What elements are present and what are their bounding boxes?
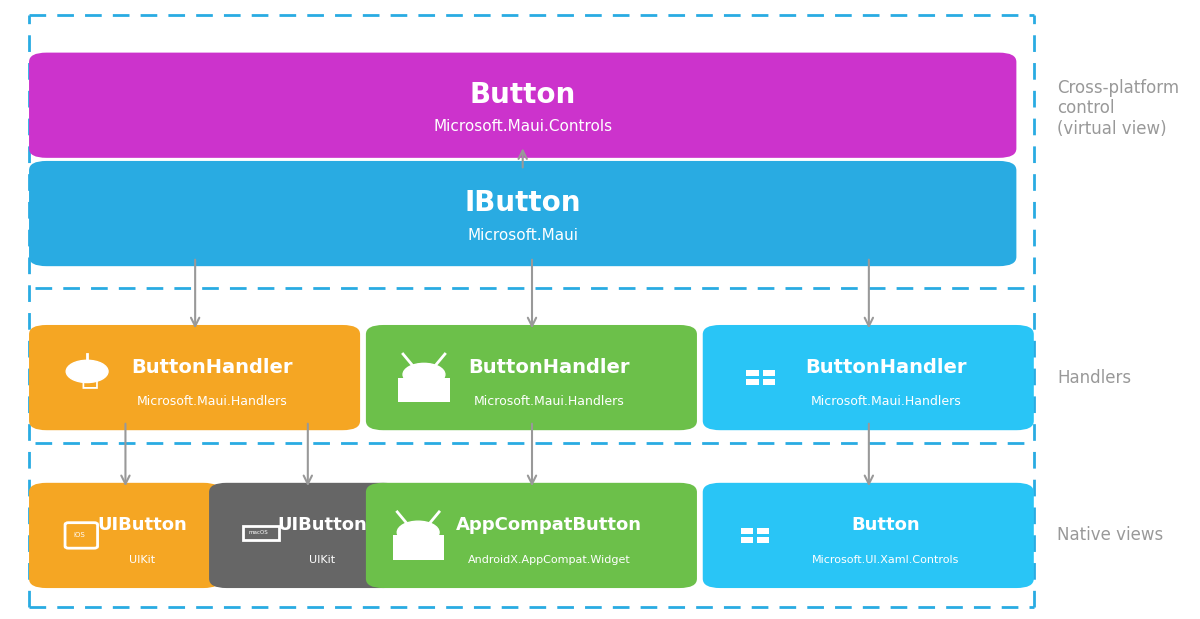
Text: ButtonHandler: ButtonHandler <box>468 358 630 377</box>
Circle shape <box>397 521 439 543</box>
Text: Microsoft.UI.Xaml.Controls: Microsoft.UI.Xaml.Controls <box>812 555 959 565</box>
FancyBboxPatch shape <box>47 62 998 149</box>
Text: Cross-platform
control
(virtual view): Cross-platform control (virtual view) <box>1057 79 1180 138</box>
Text: Button: Button <box>469 81 576 109</box>
FancyBboxPatch shape <box>703 483 1034 588</box>
FancyBboxPatch shape <box>366 483 697 588</box>
Text: Handlers: Handlers <box>1057 368 1132 387</box>
Bar <box>757 528 769 534</box>
FancyBboxPatch shape <box>366 325 697 430</box>
FancyBboxPatch shape <box>209 483 401 588</box>
Circle shape <box>66 360 108 383</box>
FancyBboxPatch shape <box>227 492 383 579</box>
FancyBboxPatch shape <box>47 492 203 579</box>
Bar <box>392 535 444 560</box>
Text: UIButton: UIButton <box>277 516 367 534</box>
FancyBboxPatch shape <box>29 161 1016 266</box>
Text: Button: Button <box>851 516 920 534</box>
Text: macOS: macOS <box>248 530 269 535</box>
Text: Microsoft.Maui.Handlers: Microsoft.Maui.Handlers <box>810 396 961 409</box>
Bar <box>757 537 769 543</box>
Text: ButtonHandler: ButtonHandler <box>131 358 293 377</box>
FancyBboxPatch shape <box>720 334 1016 421</box>
FancyBboxPatch shape <box>720 492 1016 579</box>
Text: ButtonHandler: ButtonHandler <box>805 358 966 377</box>
Text: AppCompatButton: AppCompatButton <box>456 516 642 534</box>
Text: AndroidX.AppCompat.Widget: AndroidX.AppCompat.Widget <box>468 555 630 565</box>
Bar <box>763 370 775 376</box>
Text: UIKit: UIKit <box>130 555 155 565</box>
Text: Microsoft.Maui.Handlers: Microsoft.Maui.Handlers <box>137 396 287 409</box>
Bar <box>740 528 752 534</box>
FancyBboxPatch shape <box>29 325 360 430</box>
FancyBboxPatch shape <box>47 170 998 257</box>
Text: Microsoft.Maui.Controls: Microsoft.Maui.Controls <box>433 119 612 134</box>
FancyBboxPatch shape <box>29 483 221 588</box>
Bar <box>398 378 450 402</box>
FancyBboxPatch shape <box>383 334 679 421</box>
FancyBboxPatch shape <box>29 53 1016 158</box>
Bar <box>763 379 775 385</box>
Bar <box>746 370 758 376</box>
Bar <box>740 537 752 543</box>
FancyBboxPatch shape <box>47 334 343 421</box>
Text: Microsoft.Maui.Handlers: Microsoft.Maui.Handlers <box>474 396 624 409</box>
FancyBboxPatch shape <box>703 325 1034 430</box>
Text: UIButton: UIButton <box>97 516 187 534</box>
Text: IButton: IButton <box>464 189 581 217</box>
Text: Native views: Native views <box>1057 526 1163 545</box>
Text: UIKit: UIKit <box>310 555 335 565</box>
Bar <box>244 526 280 540</box>
Text: Microsoft.Maui: Microsoft.Maui <box>467 228 578 243</box>
Circle shape <box>403 363 445 386</box>
FancyBboxPatch shape <box>383 492 679 579</box>
Bar <box>746 379 758 385</box>
Text: :  <box>80 360 98 389</box>
Text: iOS: iOS <box>73 532 85 538</box>
